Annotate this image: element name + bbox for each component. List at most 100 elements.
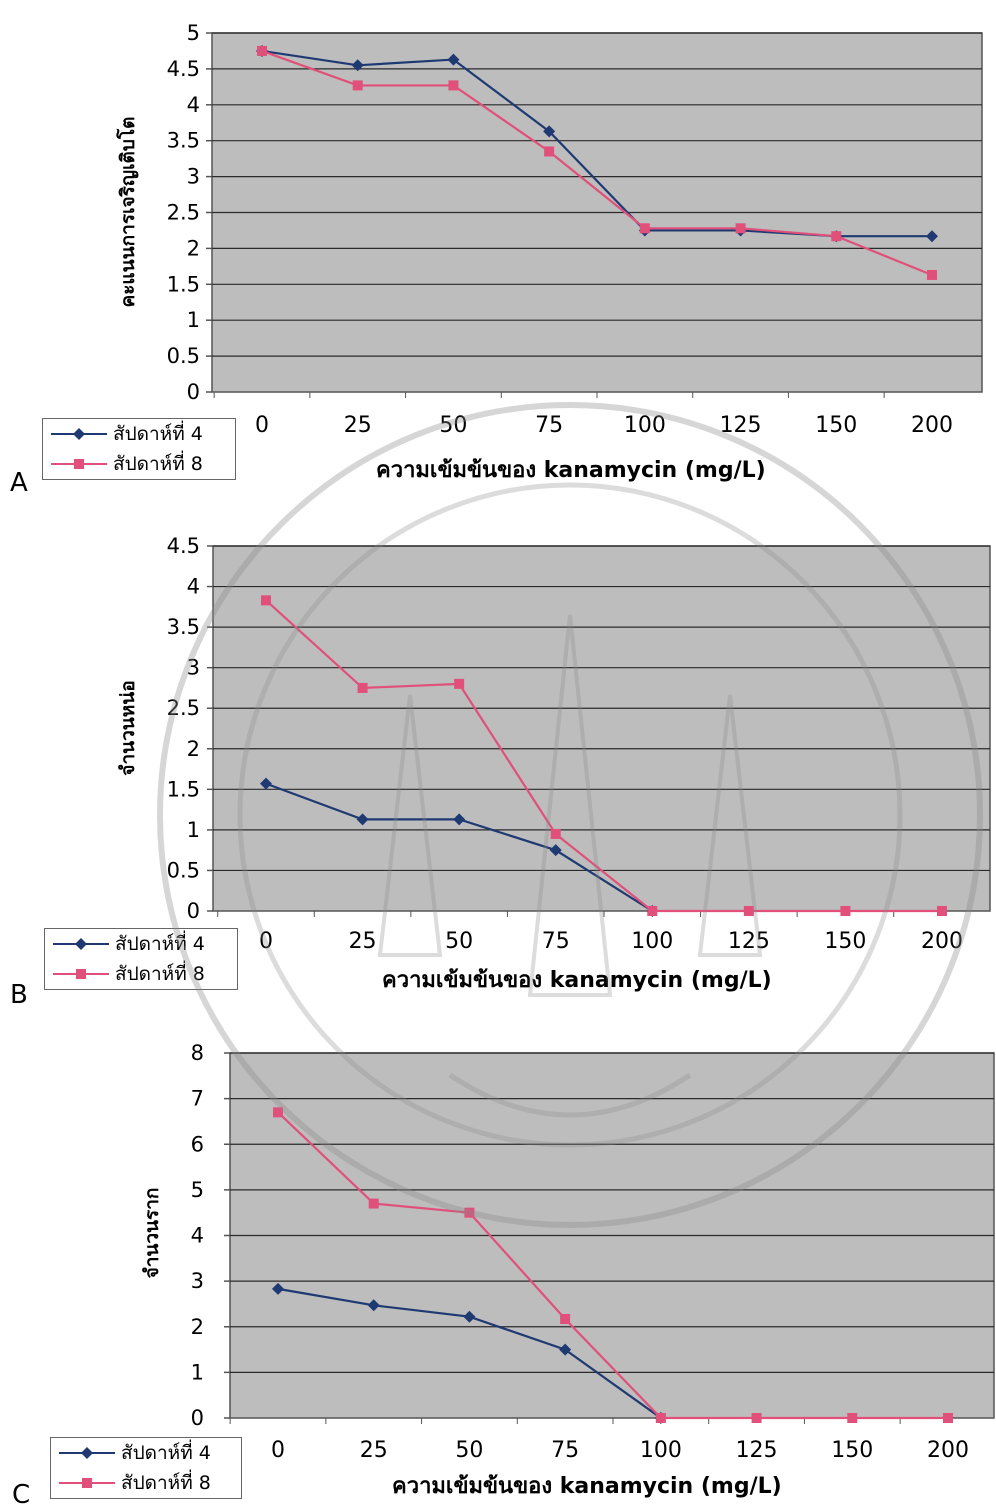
x-tick-label: 100 — [640, 1438, 682, 1463]
x-tick-label: 150 — [815, 413, 857, 438]
chart-b-panel-letter: B — [10, 980, 28, 1010]
legend-label-week8: สัปดาห์ที่ 8 — [121, 1472, 211, 1494]
chart-a-panel-letter: A — [10, 468, 28, 498]
x-tick-label: 25 — [360, 1438, 388, 1463]
chart-a-y-axis-label: คะแนนการเจริญเติบโต — [117, 116, 139, 308]
data-point-week4 — [543, 125, 556, 138]
legend-label-week8: สัปดาห์ที่ 8 — [113, 453, 203, 475]
x-tick-label: 100 — [624, 413, 666, 438]
y-tick-label: 8 — [191, 1041, 204, 1065]
x-tick-label: 100 — [631, 929, 673, 954]
y-tick-label: 6 — [191, 1132, 204, 1156]
data-point-week4 — [453, 813, 466, 826]
x-tick-label: 125 — [720, 413, 762, 438]
y-tick-label: 4 — [187, 575, 200, 599]
data-point-week4 — [549, 844, 562, 857]
y-tick-label: 3 — [187, 165, 200, 189]
data-point-week4 — [272, 1282, 284, 1295]
y-tick-label: 3 — [187, 656, 200, 680]
x-tick-label: 150 — [831, 1438, 873, 1463]
data-point-week4 — [260, 777, 272, 790]
y-tick-label: 1 — [187, 818, 200, 842]
x-tick-label: 150 — [824, 929, 866, 954]
data-point-week8 — [840, 906, 851, 916]
data-point-week8 — [647, 906, 658, 916]
y-tick-label: 2 — [187, 236, 200, 260]
y-tick-label: 3 — [191, 1269, 204, 1293]
data-point-week8 — [751, 1413, 762, 1423]
data-point-week8 — [831, 231, 842, 242]
chart-c-y-axis-label: จำนวนราก — [141, 1187, 163, 1279]
data-point-week8 — [743, 906, 754, 916]
x-tick-label: 75 — [551, 1438, 579, 1463]
y-tick-label: 0 — [187, 899, 200, 923]
x-tick-label: 0 — [259, 929, 273, 954]
data-point-week8 — [655, 1413, 666, 1423]
data-point-week8 — [847, 1413, 858, 1423]
data-point-week8 — [560, 1313, 571, 1324]
data-point-week8 — [352, 80, 363, 91]
legend-item-week4: สัปดาห์ที่ 4 — [45, 929, 237, 959]
y-tick-label: 4 — [187, 93, 200, 117]
chart-a-svg: 00.511.522.533.544.550 25 50 75 100 125 150 200 — [167, 21, 983, 438]
y-tick-label: 0.5 — [167, 344, 200, 368]
data-point-week8 — [927, 269, 937, 280]
legend-item-week4: สัปดาห์ที่ 4 — [43, 419, 235, 449]
y-tick-label: 5 — [191, 1178, 204, 1202]
y-tick-label: 1 — [191, 1360, 204, 1384]
y-tick-label: 3.5 — [167, 615, 200, 639]
data-point-week8 — [261, 595, 271, 606]
series-line-week8 — [265, 599, 942, 913]
data-point-week8 — [550, 828, 561, 839]
data-point-week8 — [464, 1207, 475, 1218]
y-tick-label: 0 — [191, 1406, 204, 1430]
legend-item-week8: สัปดาห์ที่ 8 — [43, 449, 235, 479]
data-point-week8 — [273, 1107, 283, 1118]
chart-a-x-axis-label: ความเข้มข้นของ kanamycin (mg/L) — [376, 458, 766, 483]
y-tick-label: 1.5 — [167, 272, 200, 296]
x-tick-label: 0 — [271, 1438, 285, 1463]
x-tick-label: 25 — [349, 929, 377, 954]
y-tick-label: 4.5 — [167, 534, 200, 558]
data-point-week4 — [559, 1343, 572, 1356]
y-tick-label: 7 — [191, 1087, 204, 1111]
data-point-week8 — [448, 80, 459, 91]
legend-label-week4: สัปดาห์ที่ 4 — [113, 423, 203, 445]
data-point-week4 — [351, 59, 364, 72]
data-point-week8 — [357, 682, 368, 693]
y-tick-label: 4.5 — [167, 57, 200, 81]
x-tick-label: 200 — [921, 929, 963, 954]
data-point-week8 — [257, 45, 267, 56]
legend-label-week8: สัปดาห์ที่ 8 — [115, 963, 205, 985]
series-line-week8 — [277, 1111, 948, 1420]
x-tick-label: 125 — [728, 929, 770, 954]
data-point-week8 — [544, 146, 555, 157]
legend-item-week4: สัปดาห์ที่ 4 — [51, 1438, 241, 1468]
legend-square-marker — [59, 1478, 115, 1488]
x-tick-label: 50 — [439, 413, 467, 438]
data-point-week8 — [454, 678, 465, 689]
data-point-week8 — [639, 223, 650, 234]
x-tick-label: 0 — [255, 413, 269, 438]
data-point-week4 — [356, 813, 369, 826]
legend-square-marker — [53, 969, 109, 979]
legend-diamond-marker — [53, 938, 109, 950]
chart-panel-b: 0 0.5 1 1.5 2 2.5 3 3.5 4 4.5 0 25 50 75 100 125 150 200 … — [0, 510, 996, 1010]
series-line-week8 — [261, 49, 933, 276]
y-tick-label: 5 — [187, 21, 200, 45]
x-tick-label: 200 — [927, 1438, 969, 1463]
data-point-week8 — [943, 1413, 953, 1423]
chart-panel-a: 0 0.5 1 1.5 2 2.5 3 3.5 4 4.5 5 0 25 50 75 100 125 150 200… — [0, 0, 996, 500]
x-tick-label: 25 — [344, 413, 372, 438]
y-tick-label: 0.5 — [167, 858, 200, 882]
data-point-week8 — [937, 906, 947, 916]
data-point-week4 — [367, 1299, 380, 1312]
y-tick-label: 1 — [187, 308, 200, 332]
chart-b-legend: สัปดาห์ที่ 4 สัปดาห์ที่ 8 — [44, 928, 238, 990]
x-tick-label: 75 — [542, 929, 570, 954]
legend-label-week4: สัปดาห์ที่ 4 — [121, 1442, 211, 1464]
data-point-week8 — [735, 223, 746, 234]
x-tick-label: 125 — [736, 1438, 778, 1463]
data-point-week8 — [368, 1198, 379, 1209]
legend-item-week8: สัปดาห์ที่ 8 — [45, 959, 237, 989]
